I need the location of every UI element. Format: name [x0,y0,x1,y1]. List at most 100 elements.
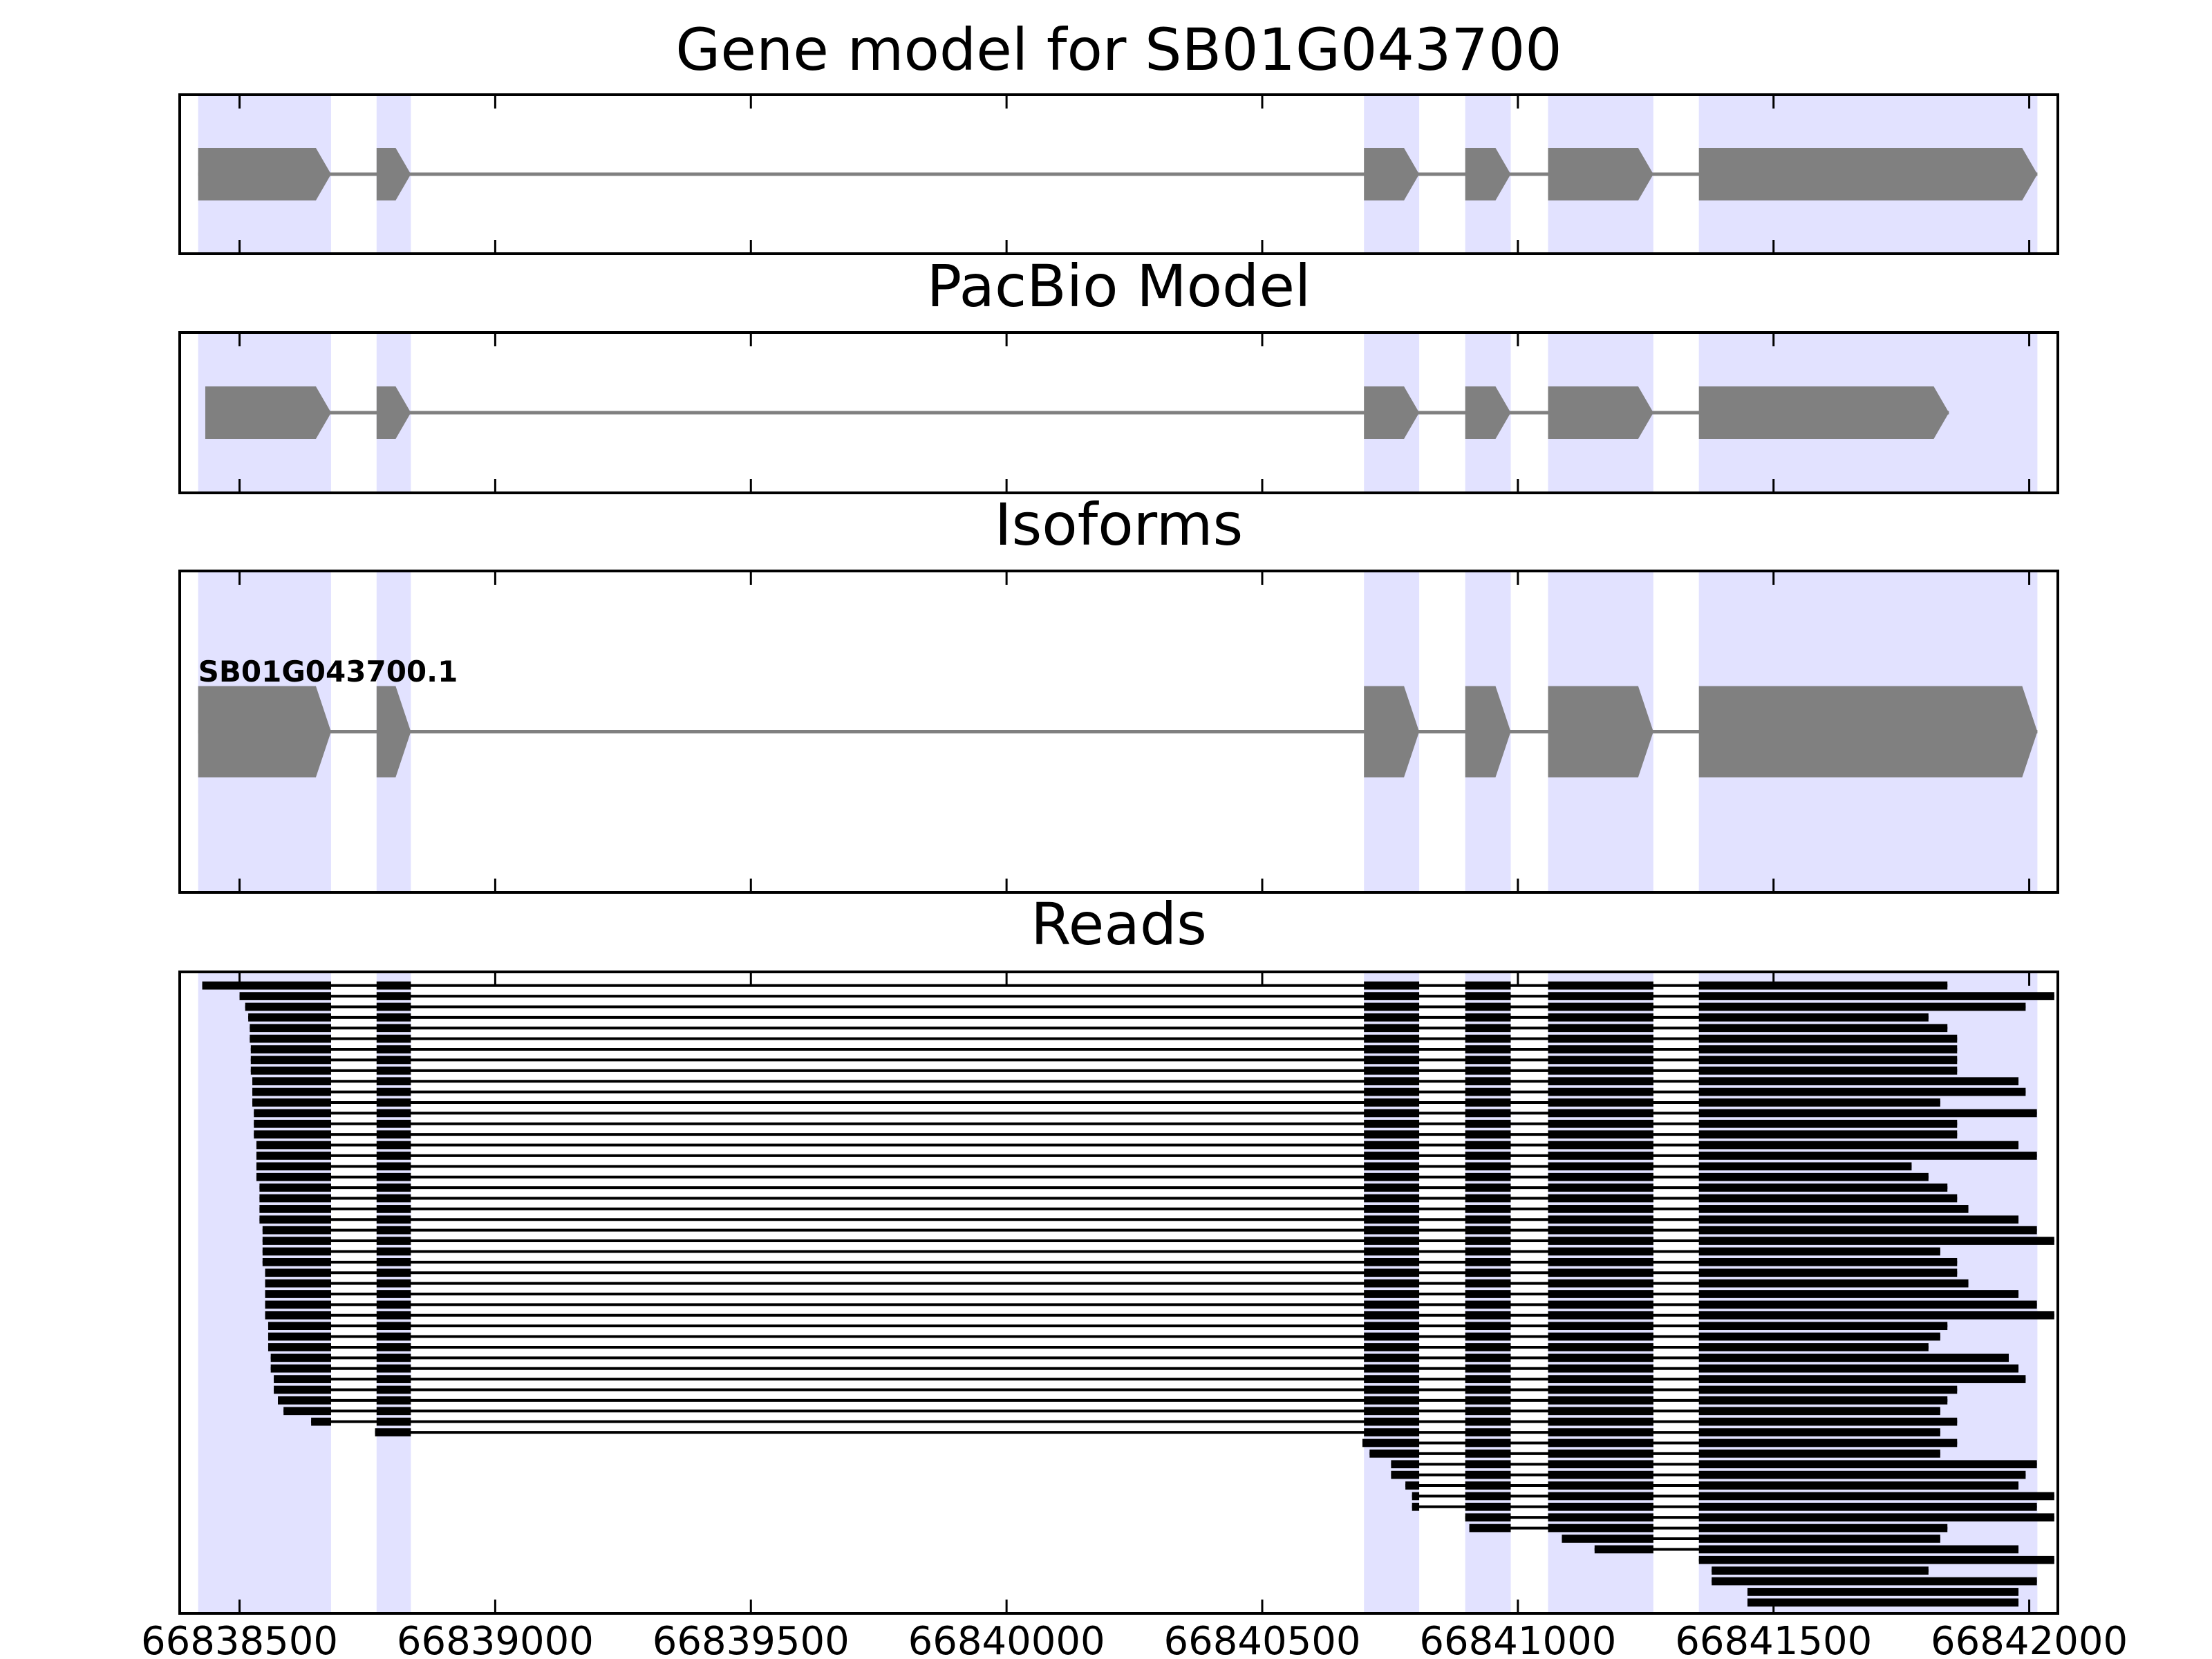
read-block [1364,1077,1420,1086]
read-block [1412,1502,1420,1511]
read-block [1698,1481,2019,1490]
read-block [274,1385,331,1394]
read-block [1698,1460,2037,1469]
read-block [1698,1194,1958,1203]
read-block [250,1024,331,1033]
read-block [375,1428,411,1436]
read-block [268,1322,331,1331]
read-block [376,1332,411,1341]
read-block [259,1215,331,1224]
read-block [1698,1311,2054,1320]
read-block [1548,1152,1653,1160]
read-block [1698,992,2054,1000]
read-block [1548,1247,1653,1256]
exon [1364,686,1420,778]
exon [1364,386,1420,439]
read-block [1364,1407,1420,1416]
panel-title: Isoforms [995,491,1244,559]
read-block [1548,1375,1653,1383]
read-block [1698,1396,1948,1405]
read-block [376,1215,411,1224]
read-block [268,1343,331,1351]
read-block [1465,1375,1511,1383]
read-block [256,1152,331,1160]
read-block [1698,1024,1948,1033]
read-block [1548,1449,1653,1458]
read-block [1364,1364,1420,1373]
read-block [1465,1205,1511,1213]
read-block [376,1268,411,1277]
read-block [1548,1428,1653,1436]
read-block [259,1194,331,1203]
read-block [1465,1438,1511,1447]
read-block [1698,1066,1958,1075]
read-block [1465,1257,1511,1266]
read-block [245,1002,331,1011]
read-block [1391,1460,1420,1469]
read-block [1465,1364,1511,1373]
read-block [376,1300,411,1309]
read-block [1364,981,1420,990]
read-block [376,1237,411,1245]
exon [1698,686,2038,778]
read-block [250,1066,331,1075]
read-block [1698,1141,2019,1150]
read-block [1548,1226,1653,1235]
read-block [1747,1588,2019,1596]
read-block [1548,1098,1653,1107]
read-block [1548,1385,1653,1394]
read-block [376,1152,411,1160]
x-tick-label: 66839500 [653,1619,850,1659]
read-block [283,1407,331,1416]
read-block [1465,1194,1511,1203]
read-block [1364,1247,1420,1256]
read-block [1465,992,1511,1000]
read-block [1698,1226,2037,1235]
read-block [1548,1513,1653,1522]
read-block [1548,1183,1653,1192]
read-block [376,1257,411,1266]
read-block [1698,1247,1940,1256]
read-block [1698,1152,2037,1160]
read-block [268,1332,331,1341]
read-block [1364,1300,1420,1309]
read-block [1465,1162,1511,1171]
read-block [1548,1215,1653,1224]
read-block [1465,1077,1511,1086]
read-block [1698,1364,2019,1373]
read-block [1548,1460,1653,1469]
read-block [1364,992,1420,1000]
read-block [1698,1098,1940,1107]
read-block [1548,1257,1653,1266]
read-block [1548,1353,1653,1362]
read-block [1364,1332,1420,1341]
read-block [1698,1205,1969,1213]
read-block [1465,1449,1511,1458]
exon [205,386,331,439]
read-block [1465,1502,1511,1511]
panel [178,93,2059,255]
read-block [1548,1237,1653,1245]
read-block [1465,981,1511,990]
read-block [1698,1470,2026,1479]
read-block [1548,1162,1653,1171]
read-block [1698,1056,1958,1065]
read-block [1548,1438,1653,1447]
read-block [1698,1087,2026,1096]
read-block [1465,1034,1511,1043]
read-block [1364,1130,1420,1139]
read-block [1465,1098,1511,1107]
read-block [376,1162,411,1171]
read-block [1364,1237,1420,1245]
read-block [1698,1183,1948,1192]
read-block [278,1396,331,1405]
read-block [1698,1290,2019,1298]
read-block [1465,1396,1511,1405]
read-block [1548,1194,1653,1203]
read-block [1465,1066,1511,1075]
read-block [262,1257,331,1266]
read-block [239,992,331,1000]
read-block [252,1087,331,1096]
read-block [1548,1172,1653,1181]
